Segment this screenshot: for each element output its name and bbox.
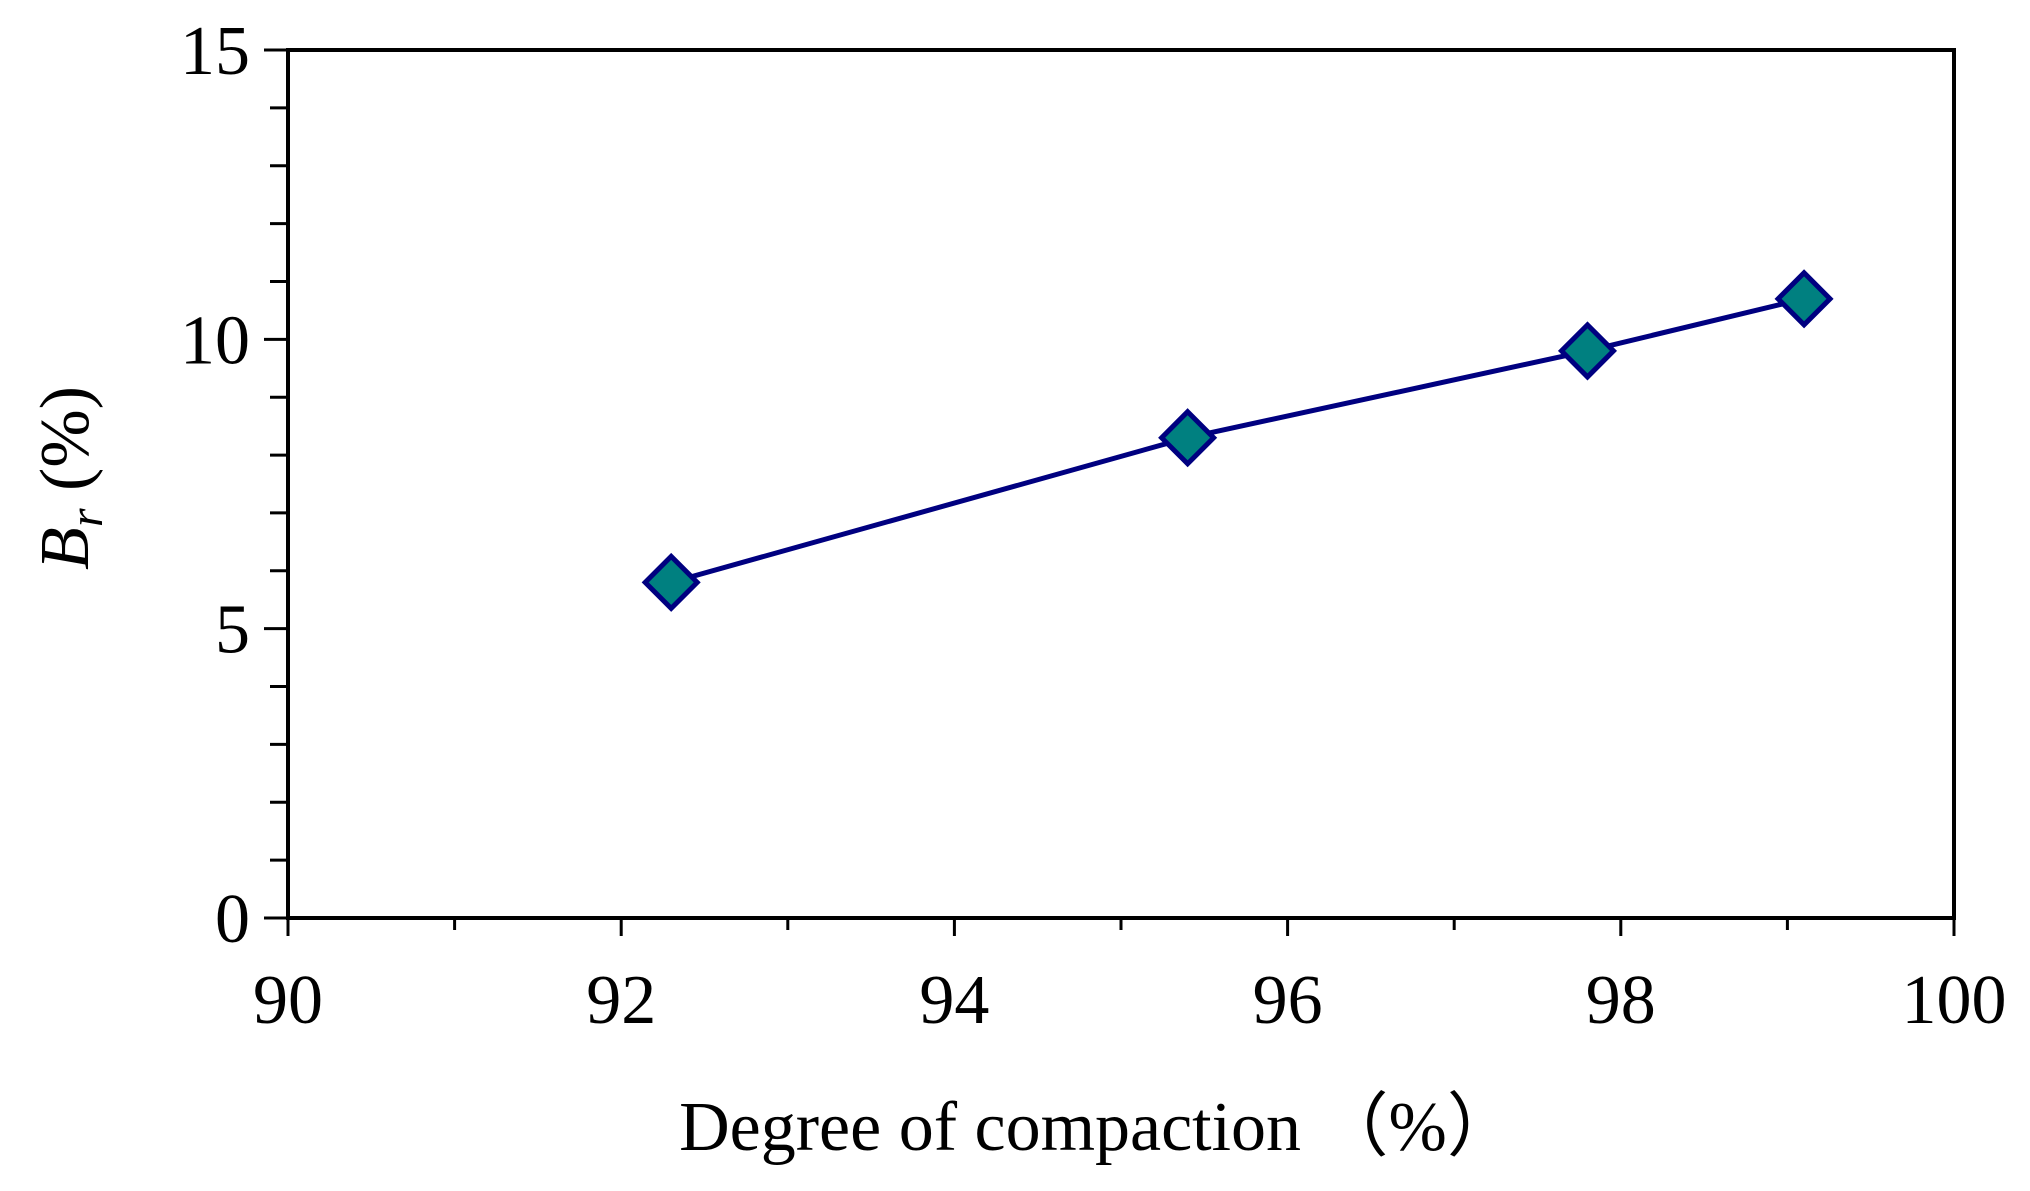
series bbox=[641, 269, 1834, 612]
y-axis-title-base: B bbox=[27, 527, 104, 570]
y-axis-title: Br (%) bbox=[27, 386, 113, 570]
x-axis-title: Degree of compaction （%） bbox=[679, 1089, 1517, 1166]
axes: 90 92 94 96 98 100 0 5 10 15 bbox=[180, 13, 2007, 1039]
data-point-marker bbox=[1557, 321, 1618, 381]
axis-labels: Degree of compaction （%） Br (%) bbox=[27, 386, 1517, 1166]
x-tick-label: 96 bbox=[1253, 962, 1323, 1039]
y-axis-title-suffix: (%) bbox=[27, 386, 104, 508]
y-tick-label: 5 bbox=[215, 592, 250, 669]
data-point-marker bbox=[1774, 269, 1834, 329]
y-tick-label: 10 bbox=[180, 302, 250, 379]
x-tick-label: 100 bbox=[1902, 962, 2007, 1039]
data-point-marker bbox=[1158, 408, 1218, 468]
y-tick-label: 0 bbox=[215, 881, 250, 958]
x-tick-label: 92 bbox=[586, 962, 656, 1039]
y-tick-label: 15 bbox=[180, 13, 250, 90]
data-point-marker bbox=[641, 552, 701, 612]
plot-frame bbox=[286, 48, 1956, 920]
series-line bbox=[670, 296, 1805, 585]
x-tick-label: 90 bbox=[253, 962, 323, 1039]
y-axis-title-subscript: r bbox=[60, 508, 113, 527]
x-tick-label: 98 bbox=[1586, 962, 1656, 1039]
x-tick-label: 94 bbox=[919, 962, 989, 1039]
